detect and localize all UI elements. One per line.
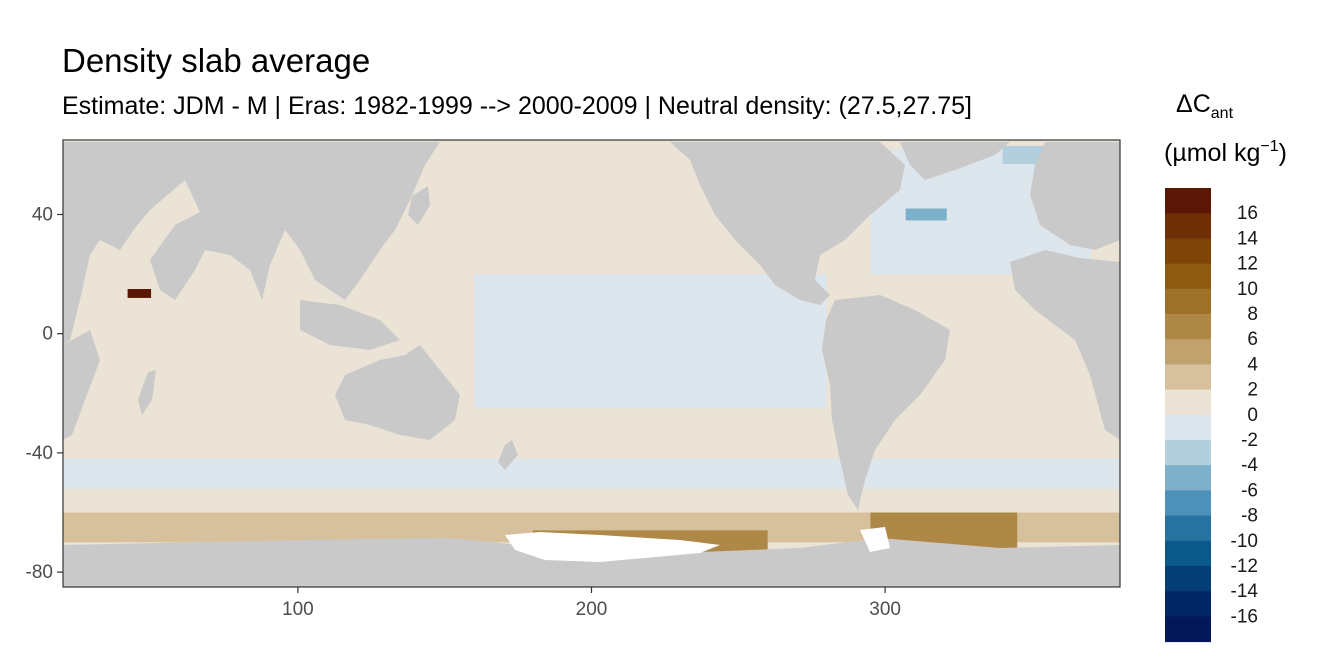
legend-break-label: -6 xyxy=(1241,480,1258,501)
y-axis: 40 0 -40 -80 xyxy=(26,205,63,583)
maritime-continent-land xyxy=(300,300,400,350)
legend-break-label: -10 xyxy=(1231,531,1258,552)
legend-swatch xyxy=(1165,515,1211,542)
antarctic-nodata-patch xyxy=(505,532,720,562)
legend-swatch xyxy=(1165,263,1211,290)
legend-swatch xyxy=(1165,389,1211,416)
legend-break-label: 12 xyxy=(1237,254,1258,275)
legend-swatch xyxy=(1165,238,1211,265)
legend-break-label: 14 xyxy=(1237,228,1259,249)
chart-title: Density slab average xyxy=(62,42,371,79)
legend-colorbar xyxy=(1165,188,1211,643)
x-tick-label: 100 xyxy=(282,599,314,620)
legend-swatch xyxy=(1165,339,1211,365)
north-america-land xyxy=(670,142,905,285)
legend-unit-main: (µmol kg xyxy=(1164,139,1260,167)
legend-break-label: -2 xyxy=(1241,430,1258,451)
legend-unit: (µmol kg−1) xyxy=(1164,138,1287,167)
legend-break-label: -8 xyxy=(1241,506,1258,527)
y-tick-label: -80 xyxy=(26,562,53,583)
australia-land xyxy=(335,345,460,440)
new-zealand-land xyxy=(498,440,518,470)
antarctic-nodata-patch-east xyxy=(860,527,890,552)
south-america-land xyxy=(822,295,950,510)
legend-labels: 16 14 12 10 8 6 4 2 0 -2 -4 -6 -8 -10 -12 -14 -16 xyxy=(1231,203,1259,627)
legend-swatch xyxy=(1165,288,1211,315)
japan-land xyxy=(408,186,430,225)
region-tropical-pacific xyxy=(474,274,827,409)
legend: ΔCant (µmol kg−1) 16 14 12 10 8 6 4 2 0 -2 -4 -6 -8 -… xyxy=(1164,90,1287,643)
legend-unit-sup: −1 xyxy=(1260,138,1278,155)
africa-east-land xyxy=(1010,250,1120,440)
europe-land xyxy=(1030,142,1120,250)
legend-swatch xyxy=(1165,314,1211,340)
legend-break-label: 10 xyxy=(1237,279,1258,300)
region-labrador-sea xyxy=(905,208,947,221)
legend-break-label: 6 xyxy=(1247,329,1258,350)
africa-land xyxy=(63,142,185,345)
madagascar-land xyxy=(138,370,156,415)
legend-break-label: 0 xyxy=(1247,405,1258,426)
legend-swatch xyxy=(1165,591,1211,617)
legend-swatch xyxy=(1165,213,1211,239)
legend-swatch xyxy=(1165,364,1211,391)
x-tick-label: 200 xyxy=(576,599,608,620)
legend-swatch xyxy=(1165,490,1211,517)
chart-subtitle: Estimate: JDM - M | Eras: 1982-1999 --> … xyxy=(62,92,972,120)
legend-title-sub: ant xyxy=(1211,105,1234,122)
legend-title-main: ΔC xyxy=(1176,90,1211,118)
legend-break-label: 2 xyxy=(1247,380,1258,401)
legend-swatch xyxy=(1165,566,1211,592)
land-layer xyxy=(63,142,1120,587)
legend-swatch xyxy=(1165,465,1211,491)
legend-break-label: -14 xyxy=(1231,581,1259,602)
greenland-land xyxy=(900,142,1010,180)
antarctica-land xyxy=(63,538,1120,587)
legend-swatch xyxy=(1165,414,1211,441)
plot-panel xyxy=(62,139,1121,588)
y-tick-label: -40 xyxy=(26,443,53,464)
eurasia-land xyxy=(150,142,440,300)
legend-break-label: 8 xyxy=(1247,304,1258,325)
legend-break-label: 16 xyxy=(1237,203,1258,224)
region-red-sea xyxy=(127,289,152,298)
legend-break-label: 4 xyxy=(1247,354,1258,375)
x-tick-label: 300 xyxy=(869,599,901,620)
legend-swatch xyxy=(1165,540,1211,567)
legend-break-label: -12 xyxy=(1231,556,1258,577)
y-tick-label: 0 xyxy=(42,324,53,345)
y-tick-label: 40 xyxy=(32,205,53,226)
legend-unit-close: ) xyxy=(1279,139,1287,167)
region-southern-band xyxy=(63,458,1120,489)
legend-swatch xyxy=(1165,616,1211,643)
legend-break-label: -16 xyxy=(1231,606,1258,627)
central-america-land xyxy=(775,270,830,305)
legend-swatch xyxy=(1165,440,1211,466)
southern-africa-land xyxy=(63,330,100,440)
legend-swatch xyxy=(1165,188,1211,214)
legend-title: ΔCant xyxy=(1176,90,1234,122)
x-axis: 100 200 300 xyxy=(282,587,901,620)
legend-break-label: -4 xyxy=(1241,455,1258,476)
